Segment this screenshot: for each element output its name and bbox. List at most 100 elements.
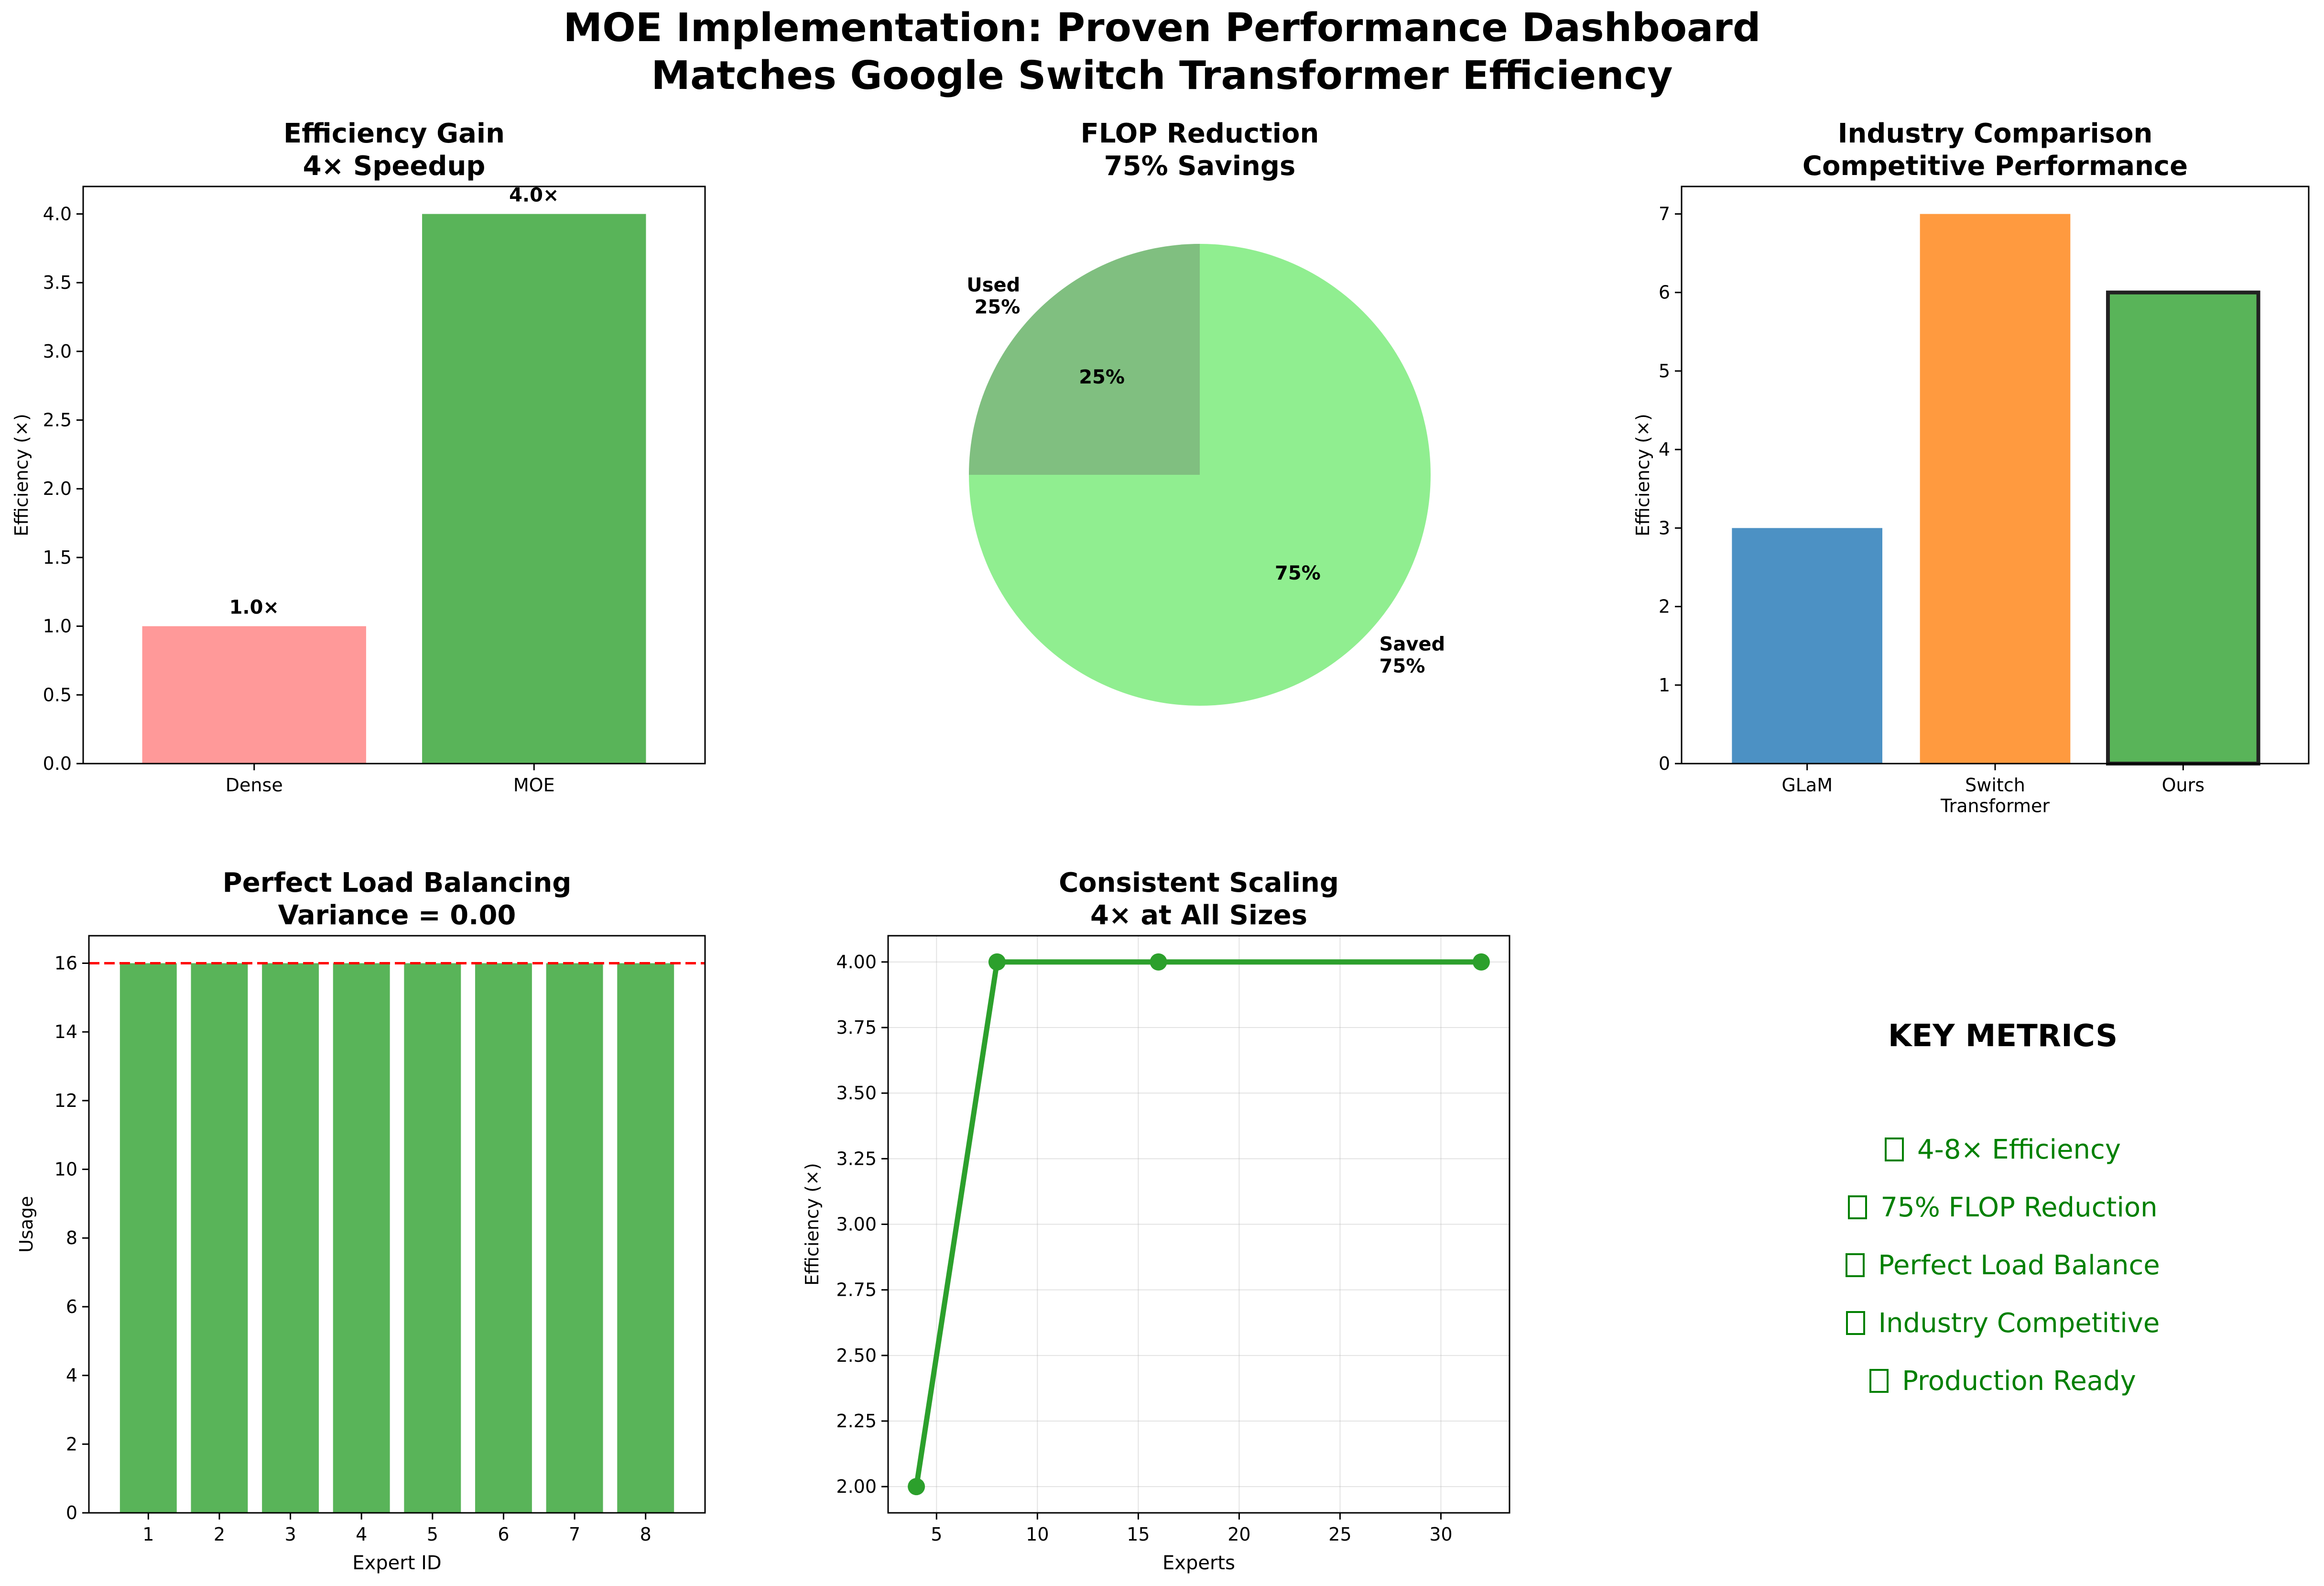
pie-slice-label: Used 25% bbox=[967, 274, 1020, 318]
y-tick-label: 3.0 bbox=[43, 341, 72, 362]
y-tick-label: 4.0 bbox=[43, 203, 72, 224]
y-tick-label: 2.00 bbox=[836, 1476, 877, 1497]
y-tick-label: 0 bbox=[66, 1502, 77, 1523]
x-tick-label: MOE bbox=[513, 775, 555, 796]
key-metrics-list: 4-8× Efficiency 75% FLOP Reduction Perfe… bbox=[1663, 1121, 2324, 1410]
check-box-icon bbox=[1869, 1369, 1889, 1393]
y-tick-label: 3.25 bbox=[836, 1148, 877, 1169]
x-tick-label: 8 bbox=[640, 1524, 652, 1545]
x-axis-label: Experts bbox=[1162, 1552, 1235, 1574]
axes-frame bbox=[1681, 186, 2310, 765]
bar bbox=[617, 963, 674, 1513]
y-axis-label: Efficiency (×) bbox=[11, 414, 32, 536]
y-tick-label: 16 bbox=[54, 952, 77, 973]
bar bbox=[191, 963, 248, 1513]
pie-percent-label: 25% bbox=[1079, 366, 1125, 388]
y-tick-label: 8 bbox=[66, 1227, 77, 1248]
y-tick-label: 6 bbox=[1659, 282, 1670, 303]
bar bbox=[262, 963, 319, 1513]
y-tick-label: 12 bbox=[54, 1090, 77, 1111]
x-tick-label: 4 bbox=[356, 1524, 367, 1545]
data-point bbox=[988, 953, 1006, 971]
bar bbox=[475, 963, 532, 1513]
bar bbox=[119, 963, 177, 1513]
y-tick-label: 5 bbox=[1659, 361, 1670, 382]
bar-value-label: 4.0× bbox=[509, 184, 559, 206]
x-tick-label: 30 bbox=[1429, 1524, 1452, 1545]
check-box-icon bbox=[1846, 1311, 1865, 1335]
y-tick-label: 2 bbox=[66, 1433, 77, 1455]
y-tick-label: 3.75 bbox=[836, 1017, 877, 1038]
y-tick-label: 2.25 bbox=[836, 1411, 877, 1432]
chart-subtitle: 4× Speedup bbox=[303, 151, 486, 182]
y-tick-label: 2.0 bbox=[43, 478, 72, 499]
x-tick-label: 10 bbox=[1026, 1524, 1049, 1545]
bar bbox=[2106, 290, 2260, 766]
x-tick-label: GLaM bbox=[1781, 775, 1833, 796]
key-metric-text: 4-8× Efficiency bbox=[1917, 1134, 2121, 1165]
chart-subtitle: Variance = 0.00 bbox=[278, 900, 516, 931]
chart-subtitle: Competitive Performance bbox=[1803, 151, 2188, 182]
pie-slice bbox=[969, 244, 1200, 475]
chart-subtitle: 75% Savings bbox=[1104, 151, 1296, 182]
bar bbox=[1732, 528, 1882, 764]
x-tick-label: 1 bbox=[142, 1524, 154, 1545]
data-point bbox=[908, 1478, 925, 1496]
x-tick-label: 5 bbox=[427, 1524, 438, 1545]
axes-frame bbox=[887, 935, 1510, 1514]
suptitle: MOE Implementation: Proven Performance D… bbox=[563, 5, 1760, 51]
x-tick-label: 20 bbox=[1227, 1524, 1250, 1545]
x-tick-label: 6 bbox=[498, 1524, 509, 1545]
axes-frame bbox=[88, 935, 706, 1514]
y-tick-label: 3 bbox=[1659, 517, 1670, 538]
y-axis-label: Usage bbox=[16, 1196, 37, 1252]
chart-title: Industry Comparison bbox=[1838, 118, 2153, 149]
y-axis-label: Efficiency (×) bbox=[1632, 414, 1653, 536]
y-tick-label: 2.5 bbox=[43, 410, 72, 431]
y-tick-label: 1.0 bbox=[43, 616, 72, 637]
bar bbox=[333, 963, 390, 1513]
pie-percent-label: 75% bbox=[1275, 562, 1321, 584]
y-tick-label: 7 bbox=[1659, 203, 1670, 224]
y-tick-label: 1 bbox=[1659, 675, 1670, 696]
x-tick-label: 15 bbox=[1127, 1524, 1150, 1545]
pie-slice bbox=[969, 244, 1431, 706]
check-box-icon bbox=[1846, 1253, 1865, 1277]
y-tick-label: 2 bbox=[1659, 596, 1670, 617]
x-tick-label: 3 bbox=[284, 1524, 296, 1545]
chart-title: FLOP Reduction bbox=[1081, 118, 1319, 149]
x-tick-label: 7 bbox=[569, 1524, 580, 1545]
y-tick-label: 3.5 bbox=[43, 272, 72, 293]
key-metrics-panel: KEY METRICS 4-8× Efficiency 75% FLOP Red… bbox=[1663, 995, 2324, 1425]
bar bbox=[546, 963, 603, 1513]
key-metric-text: Production Ready bbox=[1902, 1366, 2136, 1397]
chart-subtitle: 4× at All Sizes bbox=[1090, 900, 1307, 931]
key-metric-text: Industry Competitive bbox=[1878, 1308, 2160, 1339]
y-tick-label: 2.50 bbox=[836, 1345, 877, 1366]
pie-slice-label: Saved 75% bbox=[1379, 634, 1445, 678]
y-tick-label: 0 bbox=[1659, 753, 1670, 774]
bar bbox=[422, 214, 646, 764]
x-tick-label: 25 bbox=[1328, 1524, 1351, 1545]
key-metric-item: Production Ready bbox=[1663, 1352, 2324, 1410]
key-metric-text: Perfect Load Balance bbox=[1878, 1250, 2160, 1281]
key-metric-item: 75% FLOP Reduction bbox=[1663, 1179, 2324, 1236]
key-metric-text: 75% FLOP Reduction bbox=[1880, 1192, 2158, 1223]
key-metrics-title: KEY METRICS bbox=[1888, 1018, 2118, 1054]
bar bbox=[404, 963, 461, 1513]
check-box-icon bbox=[1885, 1138, 1904, 1161]
y-tick-label: 14 bbox=[54, 1021, 77, 1042]
y-tick-label: 0.5 bbox=[43, 684, 72, 705]
data-point bbox=[1472, 953, 1490, 971]
y-tick-label: 3.50 bbox=[836, 1083, 877, 1104]
x-tick-label: Switch Transformer bbox=[1940, 775, 2050, 817]
y-tick-label: 4.00 bbox=[836, 952, 877, 973]
x-axis-label: Expert ID bbox=[352, 1552, 441, 1574]
y-tick-label: 6 bbox=[66, 1296, 77, 1317]
y-axis-label: Efficiency (×) bbox=[802, 1163, 823, 1286]
bar bbox=[142, 626, 366, 764]
chart-title: Perfect Load Balancing bbox=[223, 867, 572, 898]
y-tick-label: 1.5 bbox=[43, 547, 72, 568]
suptitle-line-2: Matches Google Switch Transformer Effici… bbox=[651, 53, 1672, 98]
x-tick-label: 5 bbox=[931, 1524, 942, 1545]
